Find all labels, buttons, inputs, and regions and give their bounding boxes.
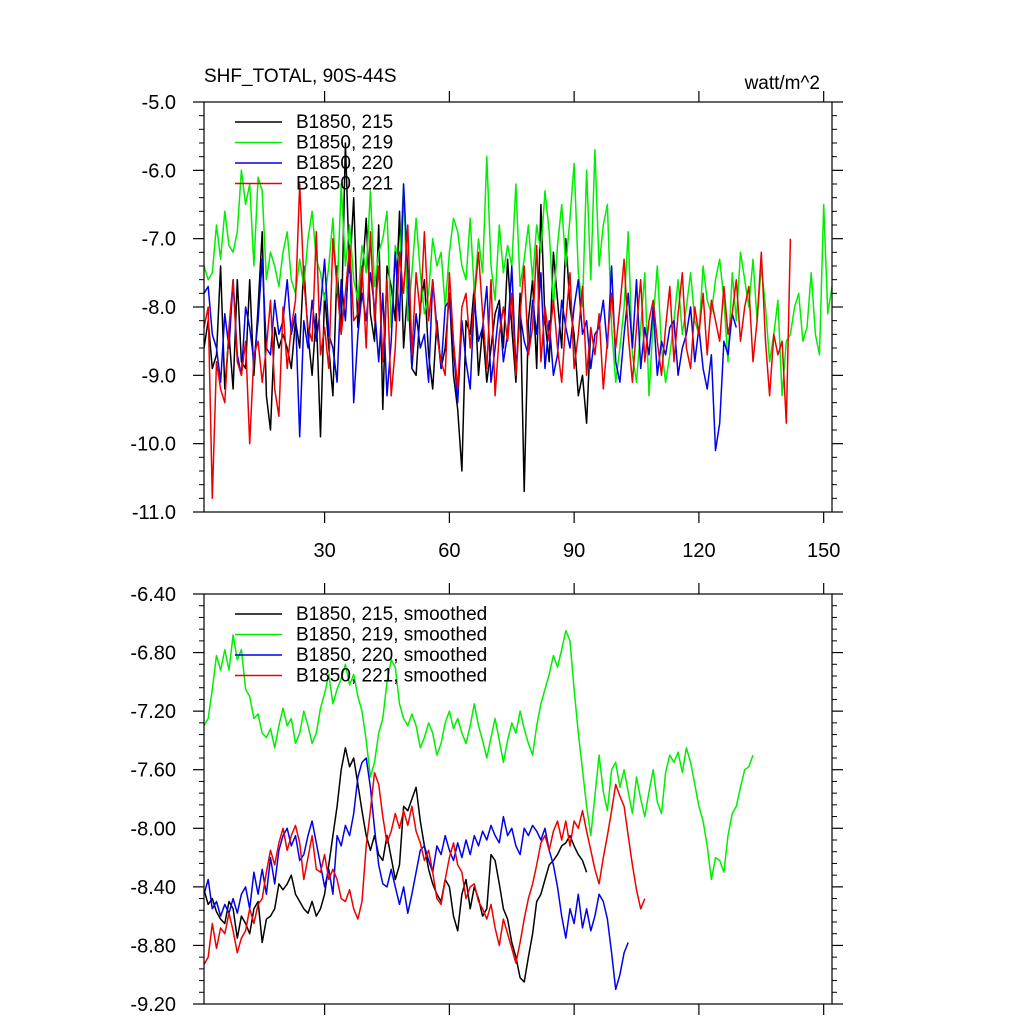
plot-frame	[203, 593, 833, 1005]
series-line-1	[204, 142, 592, 493]
series-group	[204, 142, 832, 500]
y-tick-label: -6.0	[142, 160, 176, 182]
y-tick-label: -7.0	[142, 229, 176, 251]
y-tick-label: -7.60	[130, 760, 176, 782]
y-tick-label: -9.20	[130, 994, 176, 1016]
legend-label-4: B1850, 221, smoothed	[296, 666, 487, 687]
series-line-4	[204, 771, 646, 965]
top-panel-plot: -5.0 -6.0 -7.0 -8.0 -9.0 -10.0 -11.0 30 60 90 120 1…	[130, 91, 843, 562]
x-tick-label: 60	[438, 540, 460, 562]
y-tick-label: -6.80	[130, 643, 176, 665]
x-tick-label: 120	[682, 540, 715, 562]
y-tick-label: -8.00	[130, 818, 176, 840]
series-line-4	[204, 183, 792, 500]
y-tick-label: -8.80	[130, 935, 176, 957]
x-tick-label: 150	[807, 540, 840, 562]
legend-label-1: B1850, 215	[296, 112, 393, 133]
chart-title: SHF_TOTAL, 90S-44S	[204, 66, 397, 87]
series-line-1	[204, 747, 588, 983]
x-tick-label: 30	[313, 540, 335, 562]
series-line-3	[204, 757, 629, 991]
y-tick-label: -5.0	[142, 92, 176, 114]
legend-label-4: B1850, 221	[296, 174, 393, 195]
y-tick-label: -9.0	[142, 365, 176, 387]
units-label: watt/m^2	[744, 73, 820, 94]
y-tick-label: -6.40	[130, 584, 176, 606]
bottom-panel-plot: -6.40 -6.80 -7.20 -7.60 -8.00 -8.40 -8.80 -9.20…	[130, 583, 843, 1016]
series-line-3	[204, 183, 738, 452]
y-tick-label: -8.40	[130, 877, 176, 899]
legend-label-3: B1850, 220	[296, 153, 393, 174]
series-group	[204, 629, 754, 991]
legend-label-1: B1850, 215, smoothed	[296, 604, 487, 625]
legend-label-2: B1850, 219, smoothed	[296, 625, 487, 646]
y-tick-label: -8.0	[142, 297, 176, 319]
y-tick-label: -7.20	[130, 701, 176, 723]
legend-label-2: B1850, 219	[296, 133, 393, 154]
legend-label-3: B1850, 220, smoothed	[296, 645, 487, 666]
y-tick-label: -11.0	[132, 502, 176, 524]
series-line-2	[204, 629, 754, 881]
x-tick-label: 90	[563, 540, 585, 562]
y-tick-label: -10.0	[130, 434, 176, 456]
